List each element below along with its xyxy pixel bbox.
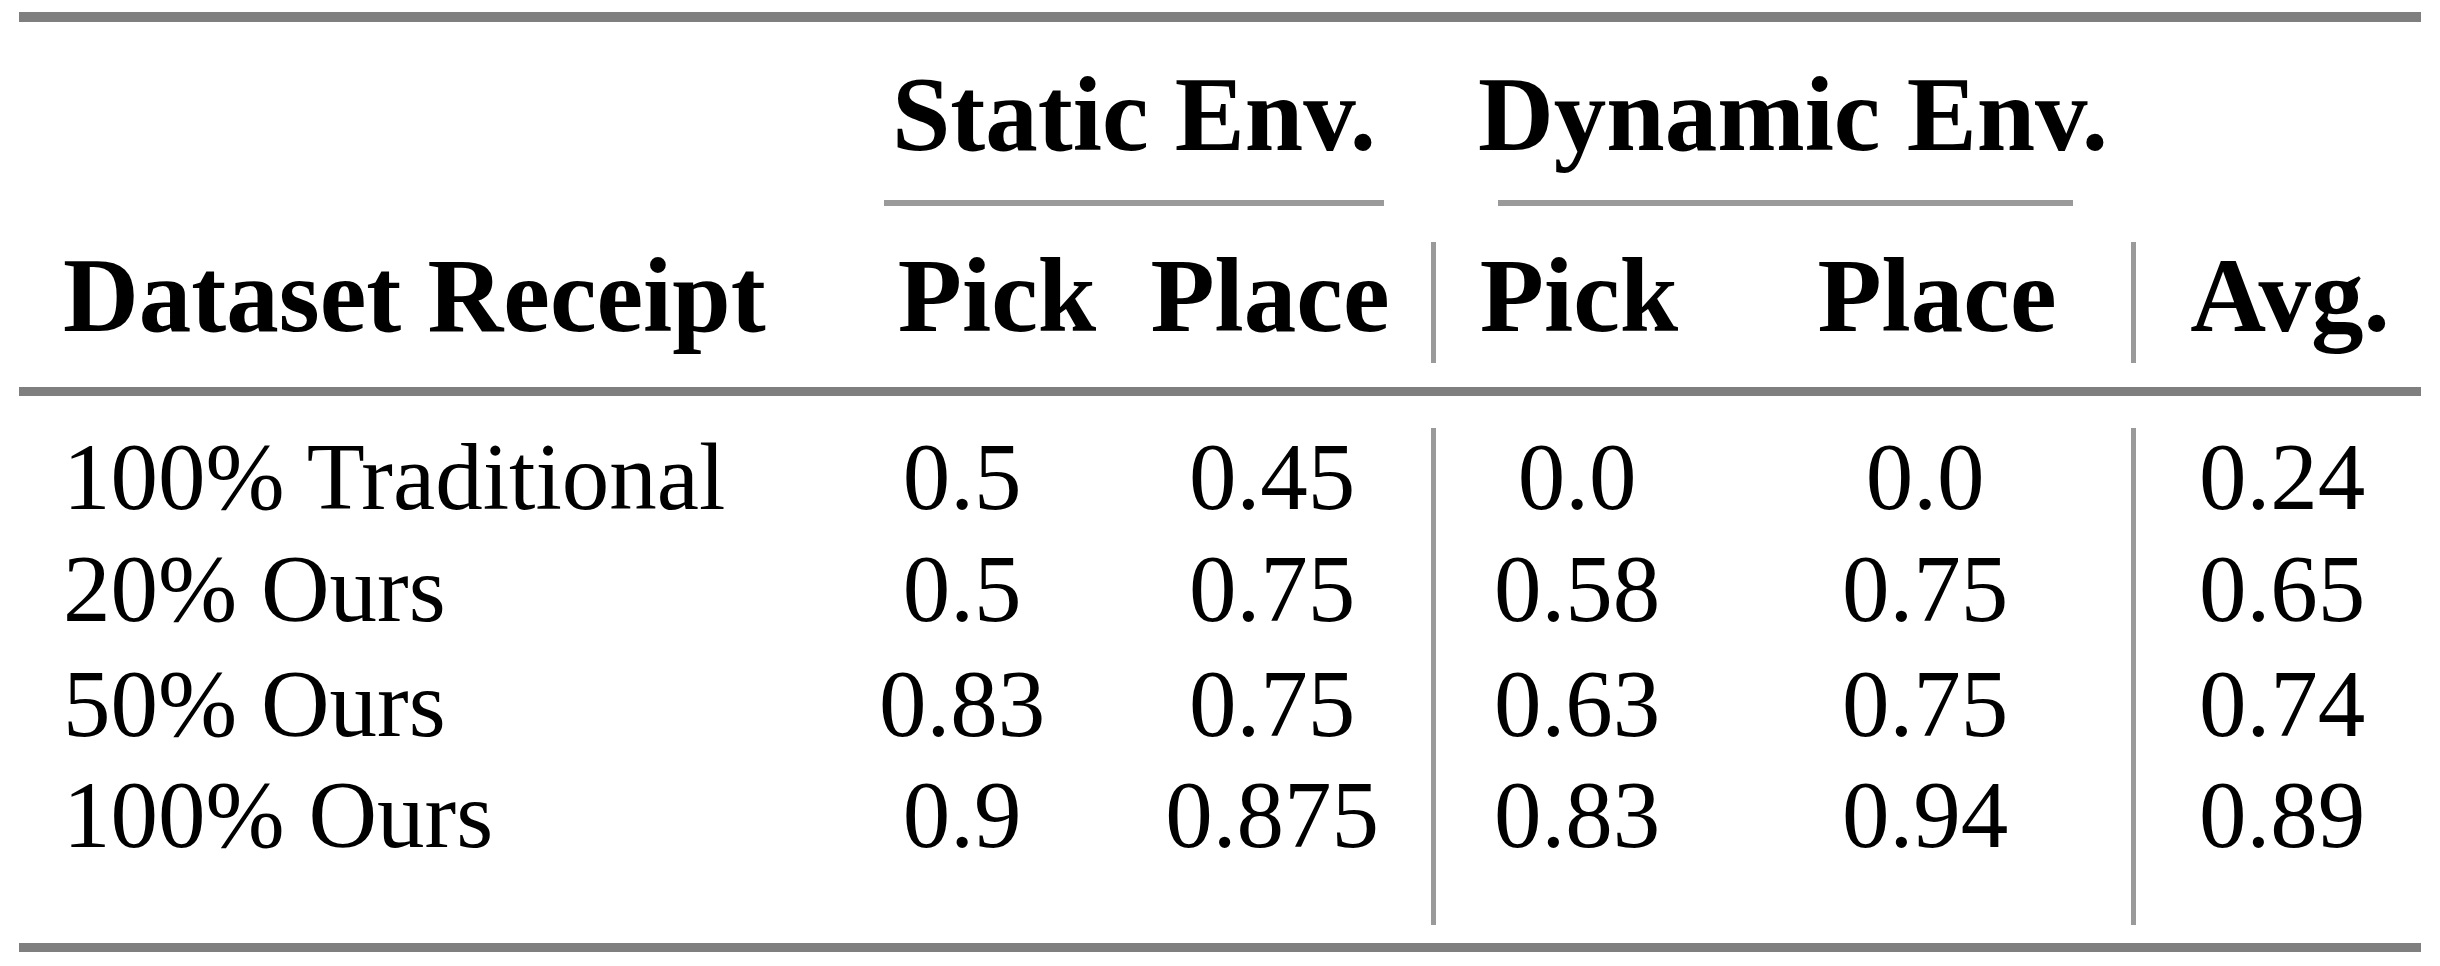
cell-static-pick: 0.5 [812,430,1112,525]
column-group-dynamic-env: Dynamic Env. [1443,62,2143,167]
table-bottom-rule [19,943,2421,952]
cell-dynamic-place: 0.75 [1775,657,2075,752]
dynamic-env-underline-rule [1498,200,2073,206]
row-label: 100% Traditional [63,430,725,525]
cell-static-place: 0.75 [1122,542,1422,637]
column-header-dynamic-pick: Pick [1429,243,1729,348]
row-label: 50% Ours [63,657,446,752]
column-header-dataset-receipt: Dataset Receipt [63,243,766,348]
cell-dynamic-place: 0.75 [1775,542,2075,637]
column-header-static-place: Place [1120,243,1420,348]
cell-dynamic-pick: 0.63 [1427,657,1727,752]
cell-dynamic-pick: 0.83 [1427,768,1727,863]
column-header-static-pick: Pick [847,243,1147,348]
cell-static-pick: 0.9 [812,768,1112,863]
results-table: Static Env. Dynamic Env. Dataset Receipt… [0,0,2440,966]
column-header-avg: Avg. [2140,243,2440,348]
cell-avg: 0.89 [2132,768,2432,863]
cell-dynamic-place: 0.94 [1775,768,2075,863]
cell-static-place: 0.875 [1122,768,1422,863]
vertical-rule-avg-header [2131,242,2136,363]
cell-static-pick: 0.5 [812,542,1112,637]
static-env-underline-rule [884,200,1384,206]
cell-static-place: 0.75 [1122,657,1422,752]
column-group-static-env: Static Env. [884,62,1384,167]
table-header-rule [19,387,2421,396]
cell-static-pick: 0.83 [812,657,1112,752]
cell-avg: 0.24 [2132,430,2432,525]
cell-avg: 0.65 [2132,542,2432,637]
table-top-rule [19,12,2421,22]
row-label: 100% Ours [63,768,493,863]
cell-avg: 0.74 [2132,657,2432,752]
cell-dynamic-pick: 0.0 [1427,430,1727,525]
column-header-dynamic-place: Place [1787,243,2087,348]
cell-dynamic-pick: 0.58 [1427,542,1727,637]
cell-static-place: 0.45 [1122,430,1422,525]
cell-dynamic-place: 0.0 [1775,430,2075,525]
row-label: 20% Ours [63,542,446,637]
